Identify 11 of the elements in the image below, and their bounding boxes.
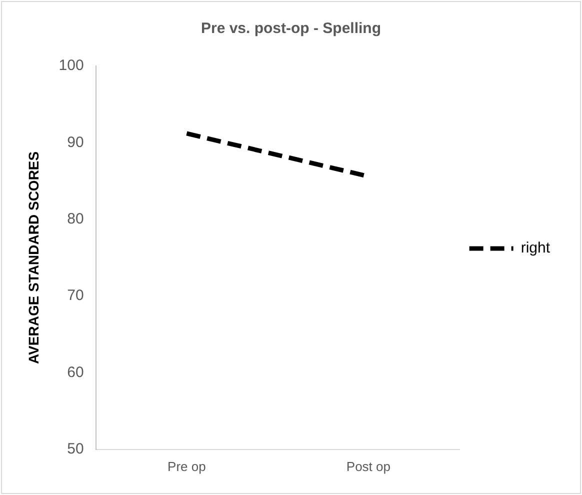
chart-title: Pre vs. post-op - Spelling [200,20,382,38]
y-tick-label: 70 [67,287,84,304]
legend-label: right [520,240,551,257]
y-tick-label: 60 [67,364,84,381]
x-tick-label: Pre op [168,458,206,474]
x-tick-label: Post op [346,458,390,474]
y-tick-label: 50 [67,440,84,458]
y-tick-label: 100 [58,57,84,74]
y-tick-label: 80 [67,210,84,228]
y-tick-label: 90 [67,134,84,151]
y-axis-title: AVERAGE STANDARD SCORES [25,151,42,364]
